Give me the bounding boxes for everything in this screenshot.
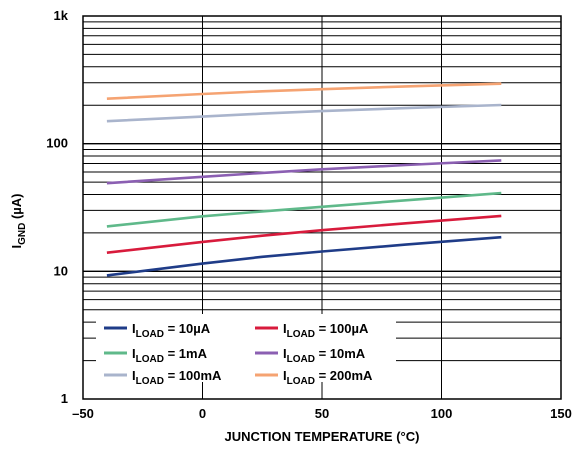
legend-label: ILOAD = 10mA bbox=[283, 346, 366, 365]
x-axis-label: JUNCTION TEMPERATURE (°C) bbox=[225, 429, 420, 444]
series-line-200mA bbox=[106, 82, 502, 100]
x-tick-label: 100 bbox=[431, 406, 453, 421]
legend-item: ILOAD = 1mA bbox=[104, 346, 208, 365]
legend-label: ILOAD = 100µA bbox=[283, 321, 369, 340]
series-line-10mA bbox=[106, 159, 502, 185]
x-tick-label: –50 bbox=[72, 406, 94, 421]
x-tick-label: 150 bbox=[550, 406, 572, 421]
y-tick-label: 1 bbox=[61, 391, 68, 406]
legend-item: ILOAD = 10mA bbox=[255, 346, 366, 365]
plot-frame bbox=[82, 15, 562, 400]
series-line-100mA bbox=[106, 103, 502, 123]
y-axis-label: IGND (µA) bbox=[9, 193, 28, 248]
legend-item: ILOAD = 200mA bbox=[255, 368, 373, 387]
x-tick-label: 50 bbox=[315, 406, 329, 421]
legend-label: ILOAD = 10µA bbox=[132, 321, 211, 340]
legend-box bbox=[96, 314, 396, 382]
y-tick-label: 1k bbox=[54, 8, 69, 23]
series-line-10A bbox=[106, 235, 502, 277]
y-tick-label: 100 bbox=[46, 136, 68, 151]
legend-item: ILOAD = 100µA bbox=[255, 321, 369, 340]
legend-label: ILOAD = 1mA bbox=[132, 346, 208, 365]
y-tick-label: 10 bbox=[54, 263, 68, 278]
legend-label: ILOAD = 200mA bbox=[283, 368, 373, 387]
series-line-1mA bbox=[106, 191, 502, 228]
x-tick-label: 0 bbox=[199, 406, 206, 421]
legend-item: ILOAD = 100mA bbox=[104, 368, 222, 387]
series-line-100A bbox=[106, 214, 502, 254]
legend-item: ILOAD = 10µA bbox=[104, 321, 211, 340]
legend-label: ILOAD = 100mA bbox=[132, 368, 222, 387]
